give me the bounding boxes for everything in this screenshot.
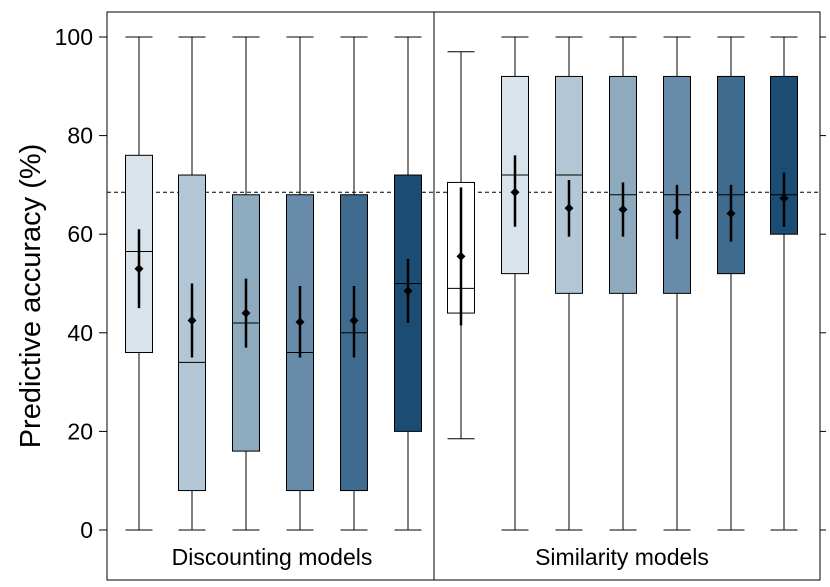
- mean-point: [510, 187, 520, 197]
- box-similarity-4: [609, 36, 637, 531]
- box-discounting-4: [286, 36, 314, 531]
- frame-layer: [99, 11, 826, 581]
- mean-point: [187, 315, 197, 325]
- panel-label-discounting: Discounting models: [172, 544, 373, 570]
- box-similarity-5: [663, 36, 691, 531]
- box-discounting-3: [232, 36, 260, 531]
- panel-frame-right: [433, 11, 821, 581]
- box-similarity-2: [501, 36, 529, 531]
- y-tick-label: 0: [80, 517, 93, 543]
- text-layer: Predictive accuracy (%) Discounting mode…: [15, 24, 709, 570]
- box-similarity-7: [770, 36, 798, 531]
- box-discounting-2: [178, 36, 206, 531]
- y-tick-label: 20: [67, 418, 93, 444]
- mean-point: [456, 251, 466, 261]
- box-similarity-3: [555, 36, 583, 531]
- mean-point: [779, 193, 789, 203]
- mean-point: [349, 315, 359, 325]
- mean-point: [672, 207, 682, 217]
- panel-frame-left: [106, 11, 435, 581]
- mean-point: [134, 264, 144, 274]
- y-tick-label: 80: [67, 123, 93, 149]
- y-tick-label: 40: [67, 320, 93, 346]
- box-discounting-5: [340, 36, 368, 531]
- y-axis-label: Predictive accuracy (%): [15, 144, 47, 449]
- box-iqr: [717, 75, 745, 275]
- mean-point: [403, 286, 413, 296]
- panel-label-similarity: Similarity models: [535, 544, 709, 570]
- box-similarity-1: [447, 51, 475, 440]
- mean-point: [564, 203, 574, 213]
- marks-layer: [125, 36, 798, 531]
- mean-point: [295, 317, 305, 327]
- y-tick-label: 100: [55, 24, 93, 50]
- mean-point: [726, 208, 736, 218]
- box-similarity-6: [717, 36, 745, 531]
- mean-point: [618, 205, 628, 215]
- box-discounting-1: [125, 36, 153, 531]
- y-tick-label: 60: [67, 221, 93, 247]
- mean-point: [241, 308, 251, 318]
- box-discounting-6: [394, 36, 422, 531]
